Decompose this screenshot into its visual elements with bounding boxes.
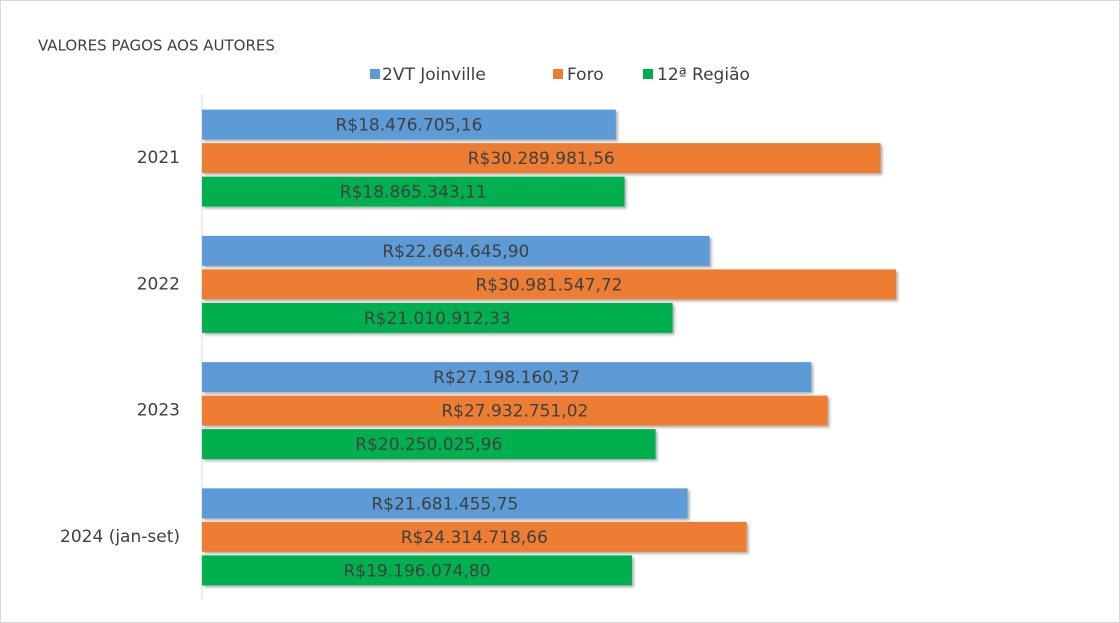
bar [202, 555, 632, 586]
bar [202, 395, 828, 426]
bar [202, 362, 812, 393]
data-label: R$19.196.074,80 [343, 561, 490, 581]
legend-swatch [370, 69, 380, 79]
bar [202, 269, 896, 300]
data-label: R$20.250.025,96 [355, 435, 502, 455]
data-label: R$24.314.718,66 [401, 528, 548, 548]
data-label: R$22.664.645,90 [382, 242, 529, 262]
bar [202, 235, 710, 266]
bar [202, 521, 747, 552]
data-label: R$18.476.705,16 [335, 116, 482, 136]
bar [202, 109, 616, 140]
data-label: R$18.865.343,11 [340, 183, 487, 203]
legend-label: 2VT Joinville [382, 65, 486, 85]
y-tick-label: 2021 [137, 148, 180, 168]
data-label: R$27.932.751,02 [441, 402, 588, 422]
data-label: R$30.981.547,72 [475, 275, 622, 295]
y-tick-label: 2023 [137, 401, 180, 421]
chart-title: VALORES PAGOS AOS AUTORES [38, 37, 275, 55]
data-label: R$30.289.981,56 [468, 149, 615, 169]
bar [202, 302, 673, 333]
bar [202, 143, 881, 174]
legend-swatch [553, 69, 563, 79]
bar [202, 429, 656, 460]
legend-label: 12ª Região [657, 65, 750, 85]
y-tick-label: 2022 [137, 274, 180, 294]
legend-label: Foro [567, 65, 604, 85]
bar [202, 176, 625, 207]
data-label: R$27.198.160,37 [433, 368, 580, 388]
bar [202, 488, 688, 519]
data-label: R$21.010.912,33 [364, 309, 511, 329]
data-label: R$21.681.455,75 [371, 494, 518, 514]
legend-swatch [643, 69, 653, 79]
y-tick-label: 2024 (jan-set) [60, 527, 180, 547]
